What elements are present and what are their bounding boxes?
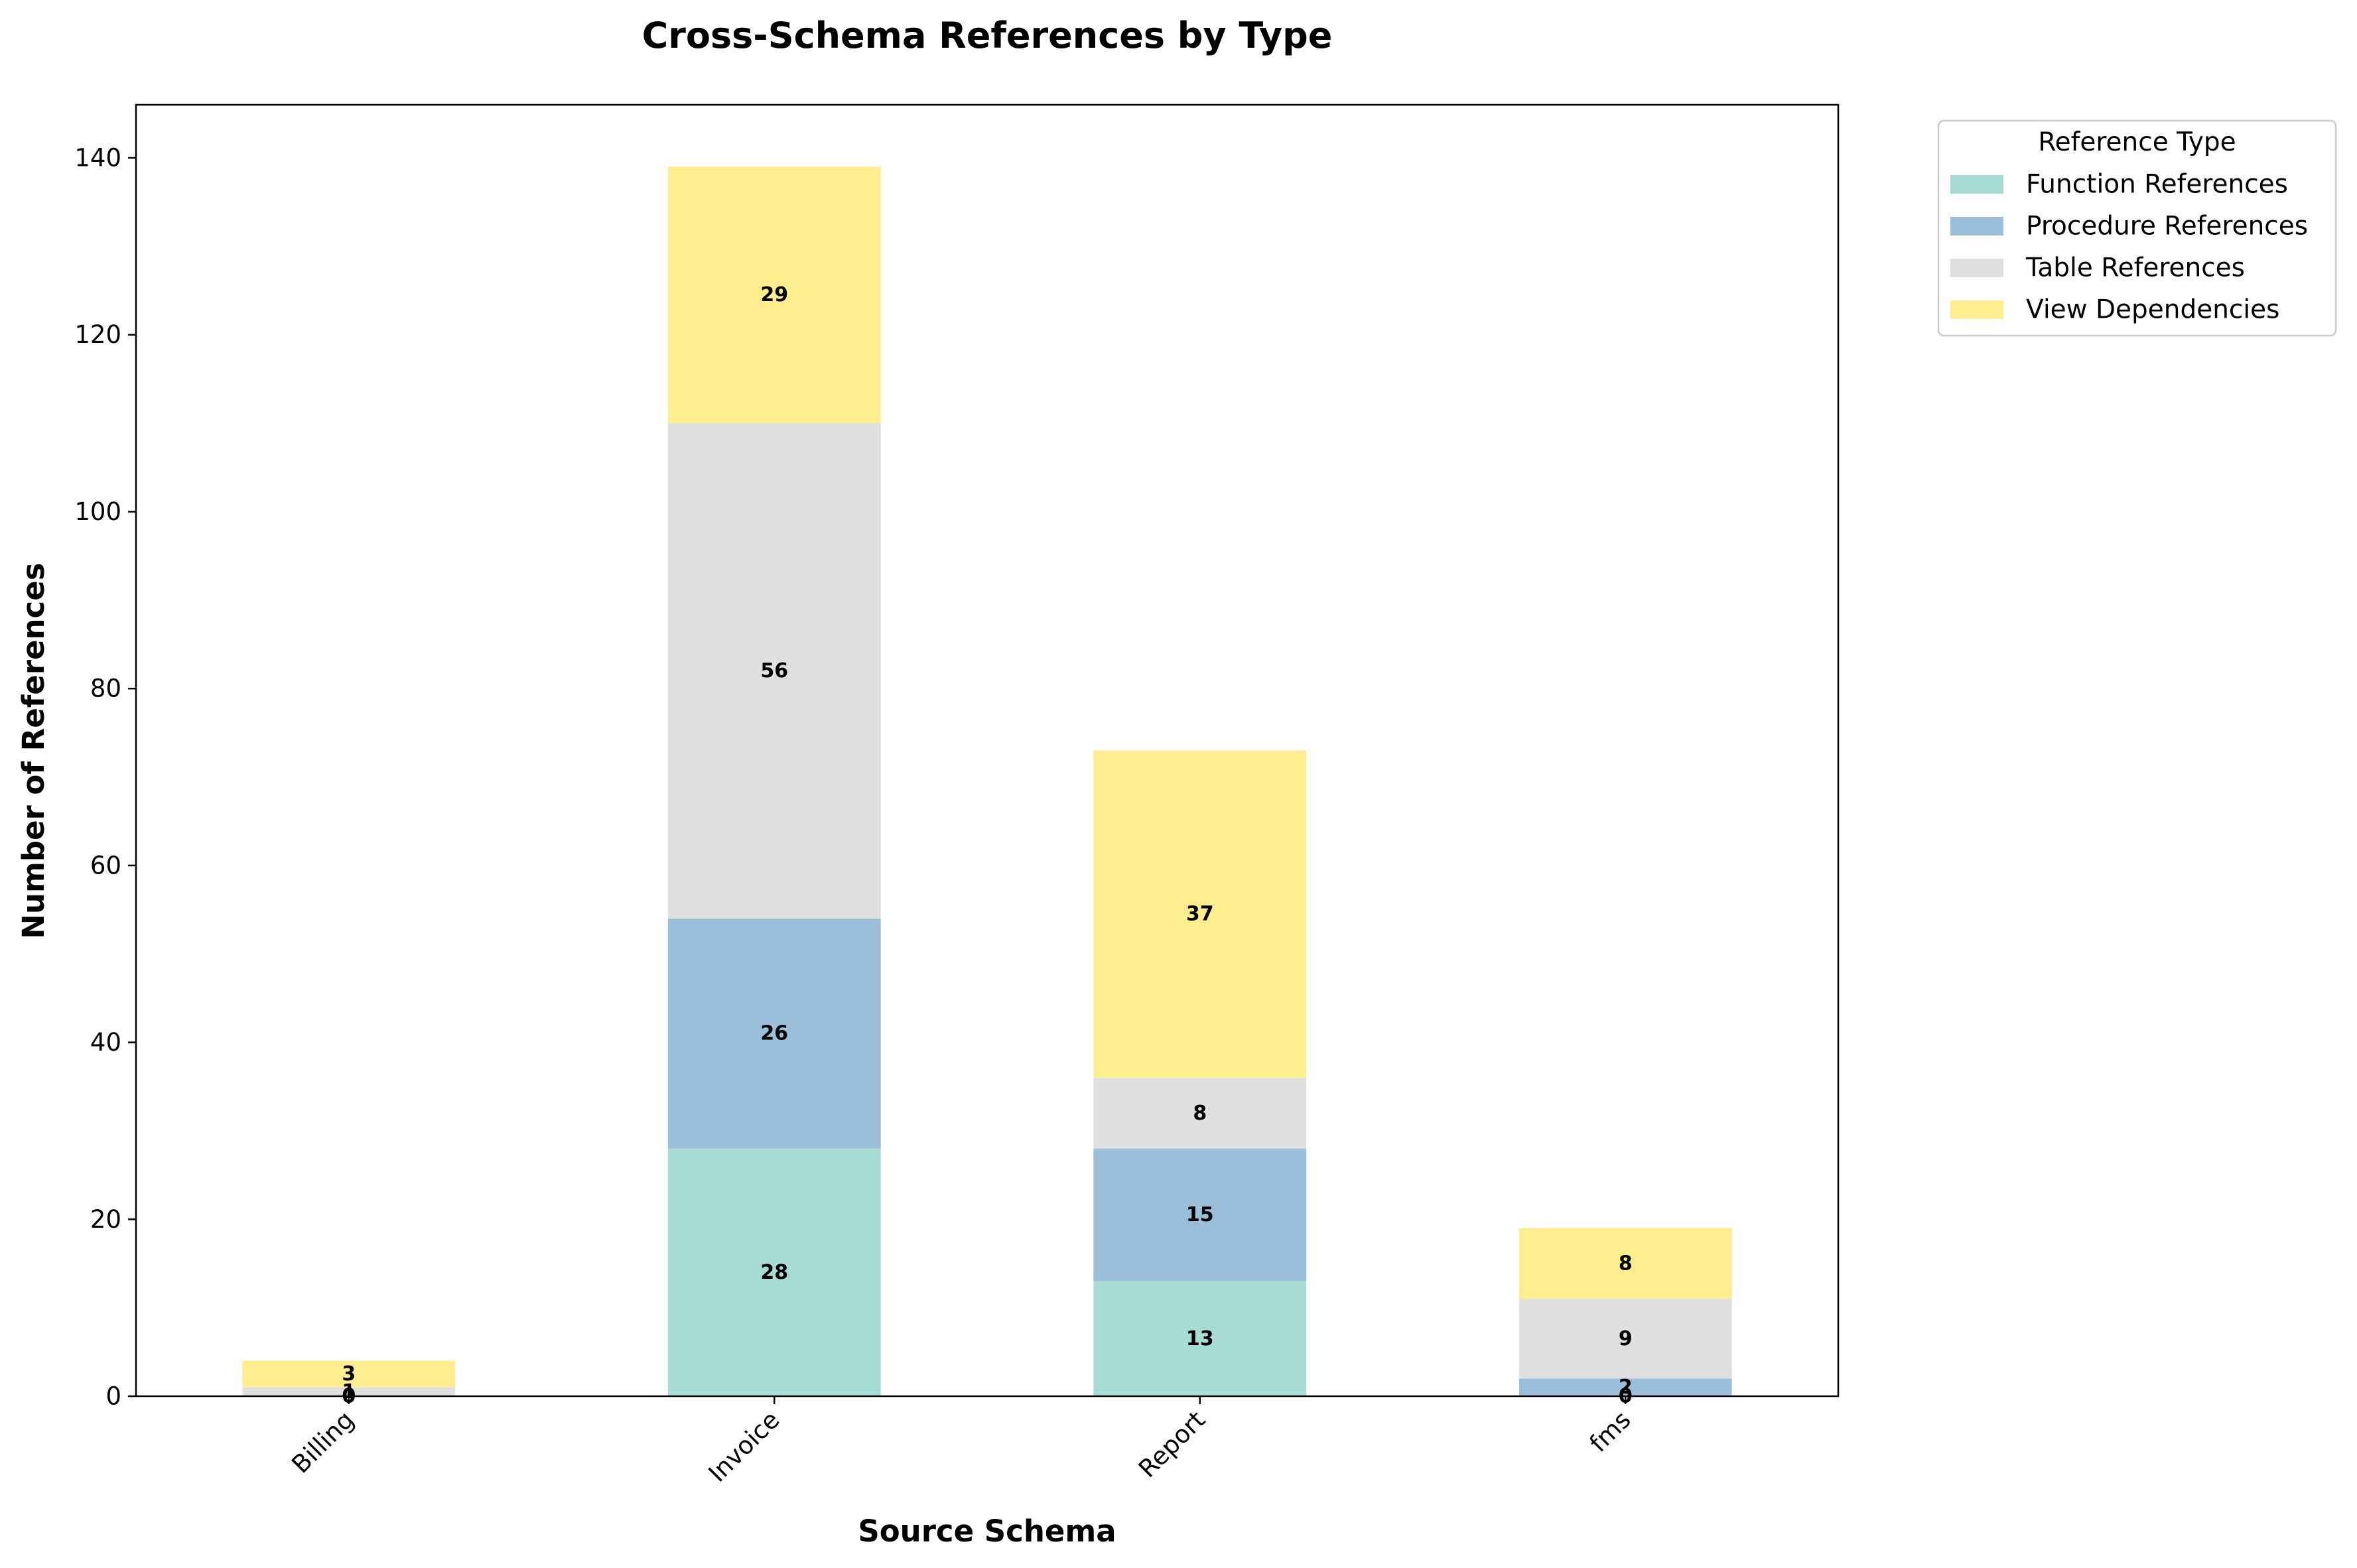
bar-fms-view-dependencies [1518, 1228, 1732, 1299]
bar-report-function-references [1093, 1281, 1307, 1396]
x-tick-label-report: Report [1133, 1405, 1211, 1483]
value-label-billing-view-dependencies: 3 [342, 1362, 356, 1386]
y-tick-label: 80 [90, 675, 121, 703]
legend-box [1937, 119, 2337, 337]
value-label-invoice-function-references: 28 [760, 1261, 788, 1284]
bar-billing-view-dependencies [242, 1360, 456, 1388]
bar-fms-procedure-references [1518, 1378, 1732, 1396]
bar-invoice-table-references [667, 423, 881, 919]
bar-fms-table-references [1518, 1299, 1732, 1379]
y-tick-label: 40 [90, 1028, 121, 1057]
value-label-report-procedure-references: 15 [1186, 1203, 1214, 1226]
value-label-fms-view-dependencies: 8 [1619, 1252, 1633, 1275]
bar-report-table-references [1093, 1077, 1307, 1149]
y-tick-label: 140 [74, 144, 121, 172]
value-label-invoice-procedure-references: 26 [760, 1022, 788, 1045]
y-tick-label: 60 [90, 851, 121, 880]
bar-report-procedure-references [1093, 1148, 1307, 1281]
value-label-report-function-references: 13 [1186, 1327, 1214, 1350]
bar-report-view-dependencies [1093, 750, 1307, 1078]
bars-layer [242, 166, 1732, 1396]
legend-label-function-references: Function References [2026, 170, 2288, 200]
legend-swatch-view-dependencies [1950, 300, 2003, 319]
value-label-report-view-dependencies: 37 [1186, 903, 1214, 926]
y-tick-label: 120 [74, 320, 121, 349]
value-label-invoice-view-dependencies: 29 [760, 283, 788, 306]
y-tick-label: 20 [90, 1205, 121, 1234]
value-label-fms-table-references: 9 [1619, 1327, 1633, 1350]
bar-invoice-function-references [667, 1148, 881, 1396]
value-label-report-table-references: 8 [1193, 1102, 1207, 1125]
legend-swatch-procedure-references [1950, 217, 2003, 235]
bar-billing-table-references [242, 1387, 456, 1396]
y-tick-label: 0 [105, 1382, 121, 1411]
x-tick-label-invoice: Invoice [703, 1405, 785, 1488]
legend-title: Reference Type [2038, 127, 2236, 157]
plot-frame [135, 103, 1840, 1398]
value-label-invoice-table-references: 56 [760, 659, 788, 683]
legend: Reference Type Function References Procedu… [1937, 119, 2337, 337]
value-label-billing-table-references: 1 [342, 1380, 356, 1404]
bar-invoice-procedure-references [667, 918, 881, 1149]
legend-label-procedure-references: Procedure References [2026, 212, 2308, 241]
chart-title: Cross-Schema References by Type [642, 15, 1333, 56]
legend-swatch-function-references [1950, 175, 2003, 194]
value-label-fms-procedure-references: 2 [1619, 1376, 1633, 1399]
legend-label-table-references: Table References [2025, 253, 2245, 283]
y-tick-label: 100 [74, 497, 121, 526]
y-axis-label: Number of References [16, 562, 51, 939]
legend-swatch-table-references [1950, 259, 2003, 277]
legend-label-view-dependencies: View Dependencies [2026, 295, 2280, 325]
bar-invoice-view-dependencies [667, 166, 881, 424]
x-tick-label-billing: Billing [286, 1405, 360, 1479]
x-tick-label-fms: fms [1584, 1405, 1637, 1458]
x-axis-label: Source Schema [858, 1514, 1116, 1549]
